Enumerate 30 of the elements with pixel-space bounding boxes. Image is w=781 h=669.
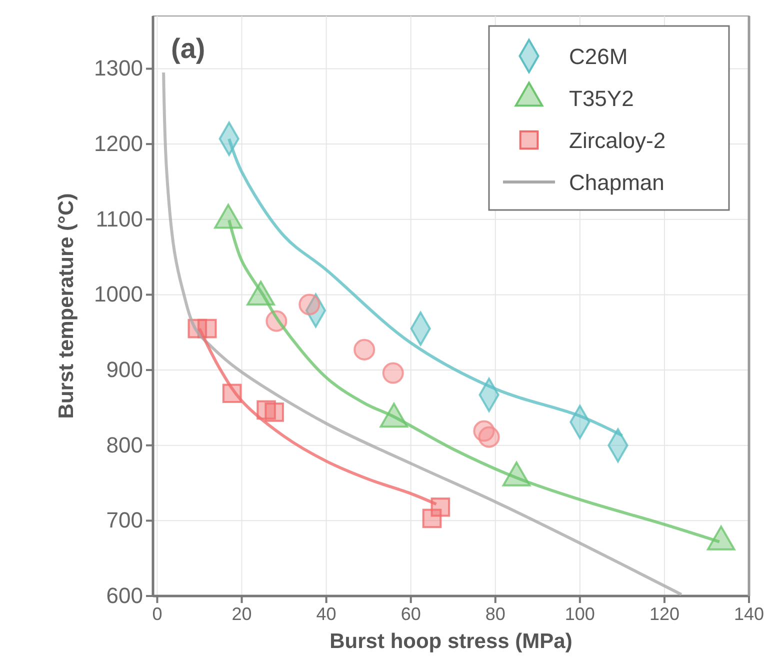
legend-label: Chapman (569, 170, 664, 195)
x-tick-label: 0 (152, 604, 162, 624)
point (430, 497, 450, 517)
legend-label: C26M (569, 44, 628, 69)
line-series (162, 70, 683, 596)
point (382, 362, 404, 384)
point (264, 402, 284, 422)
y-tick-label: 1300 (94, 56, 143, 81)
y-tick-label: 900 (106, 357, 143, 382)
x-tick-label: 40 (316, 604, 336, 624)
y-tick-label: 600 (106, 583, 143, 608)
x-tick-label: 100 (564, 604, 595, 624)
y-axis-title: Burst temperature (°C) (55, 193, 78, 419)
point (298, 294, 320, 316)
x-tick-label: 140 (734, 604, 764, 624)
x-tick-label: 120 (649, 604, 680, 624)
point (478, 426, 500, 448)
x-tick-label: 20 (232, 604, 252, 624)
y-tick-label: 1000 (94, 282, 143, 307)
y-tick-label: 800 (106, 432, 143, 458)
y-tick-label: 700 (106, 508, 143, 533)
point (354, 338, 376, 360)
x-tick-label: 60 (400, 604, 421, 624)
legend-label: T35Y2 (569, 86, 634, 111)
x-tick-label: 80 (485, 604, 506, 624)
y-tick-label: 1100 (96, 206, 143, 232)
x-axis-title: Burst hoop stress (MPa) (330, 630, 572, 653)
legend-label: Zircaloy-2 (569, 128, 666, 153)
y-tick-label: 1200 (94, 131, 143, 156)
annotation: (a) (171, 33, 206, 64)
